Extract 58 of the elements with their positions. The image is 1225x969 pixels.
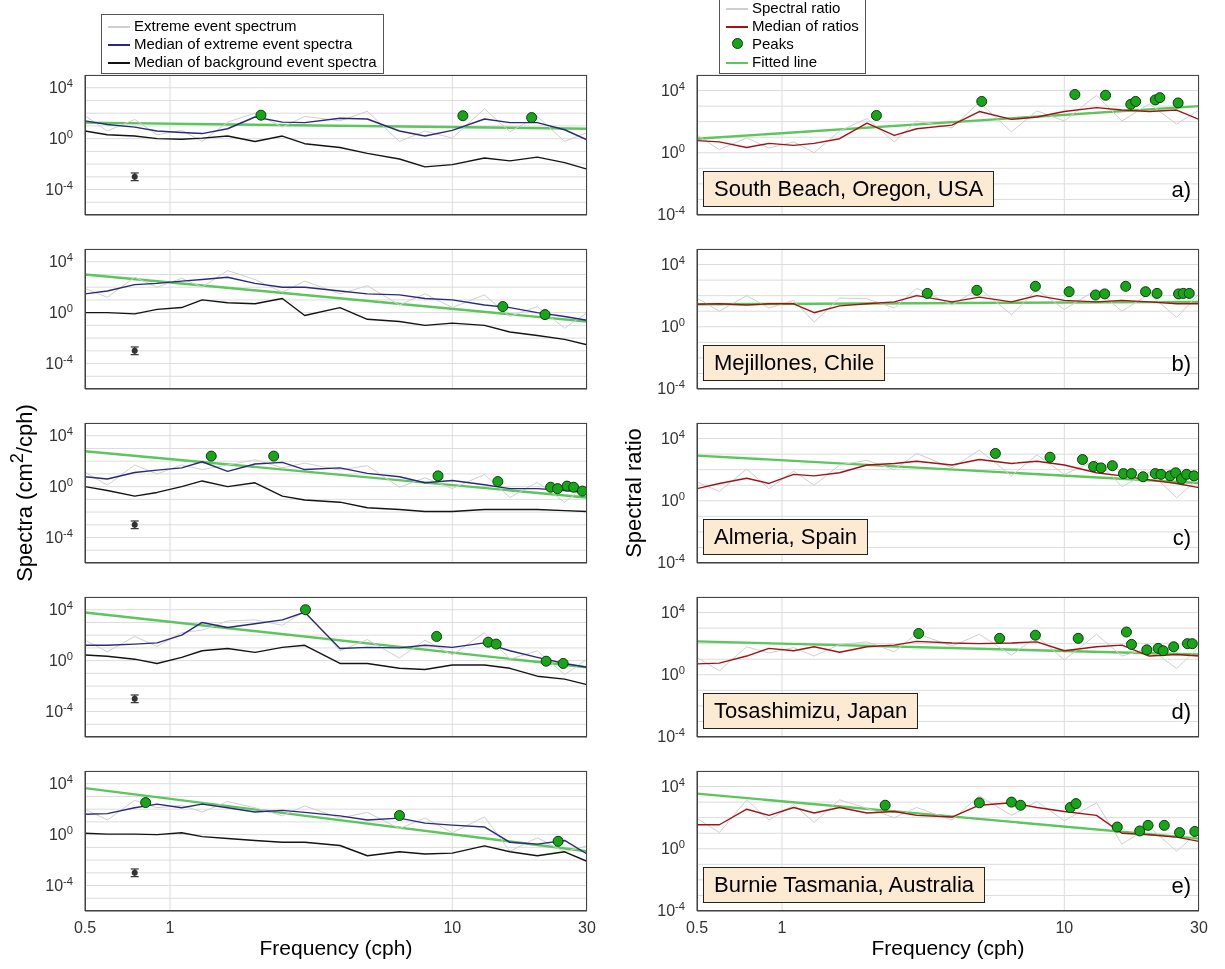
y-tick-label: 10$^{4}$ [48,772,73,792]
y-tick-label: 10$^{0}$ [660,315,685,335]
x-tick-label: 10 [1055,919,1074,936]
y-tick-label: 10$^{-4}$ [45,700,73,720]
annotation: Almeria, Spain [703,519,869,555]
x-axis-title: Frequency (cph) [870,936,1026,960]
annotation: b) [1171,351,1191,377]
y-tick-label: 10$^{-4}$ [45,526,73,546]
y-axis-title: Spectral ratio [621,428,647,558]
x-tick-label: 1 [165,919,175,936]
legend-label: Median of background event spectra [134,53,377,70]
legend-label: Extreme event spectrum [134,17,297,34]
y-tick-label: 10$^{-4}$ [45,874,73,894]
legend-label: Spectral ratio [752,0,841,16]
y-tick-label: 10$^{4}$ [660,601,685,621]
y-tick-label: 10$^{0}$ [48,649,73,669]
x-tick-label: 10 [443,919,462,936]
y-tick-label: 10$^{-4}$ [45,352,73,372]
y-tick-label: 10$^{4}$ [660,253,685,273]
y-tick-label: 10$^{0}$ [660,489,685,509]
annotation: Mejillones, Chile [703,345,886,381]
y-tick-label: 10$^{0}$ [48,475,73,495]
legend-label: Peaks [752,35,794,52]
annotation: e) [1171,873,1191,899]
legend-label: Median of extreme event spectra [134,35,353,52]
y-tick-label: 10$^{0}$ [660,837,685,857]
y-tick-label: 10$^{0}$ [660,141,685,161]
y-tick-label: 10$^{0}$ [48,301,73,321]
y-tick-label: 10$^{4}$ [660,775,685,795]
annotation: a) [1171,177,1191,203]
annotation: Tosashimizu, Japan [703,693,919,729]
x-tick-label: 0.5 [73,919,97,936]
annotation: South Beach, Oregon, USA [703,171,995,207]
y-tick-label: 10$^{-4}$ [657,726,685,745]
y-tick-label: 10$^{4}$ [48,598,73,618]
y-tick-label: 10$^{4}$ [48,250,73,270]
y-tick-label: 10$^{0}$ [48,823,73,843]
y-tick-label: 10$^{4}$ [660,79,685,99]
y-tick-label: 10$^{-4}$ [657,900,685,919]
annotation: d) [1171,699,1191,725]
y-tick-label: 10$^{-4}$ [45,178,73,198]
x-tick-label: 30 [578,919,596,936]
y-tick-label: 10$^{-4}$ [657,204,685,223]
x-tick-label: 1 [777,919,787,936]
x-axis-title: Frequency (cph) [258,936,414,960]
annotation: c) [1172,525,1191,551]
y-tick-label: 10$^{4}$ [48,76,73,96]
y-tick-label: 10$^{0}$ [660,663,685,683]
legend-label: Median of ratios [752,17,859,34]
annotation: Burnie Tasmania, Australia [703,867,986,903]
y-tick-label: 10$^{4}$ [660,427,685,447]
y-tick-label: 10$^{0}$ [48,127,73,147]
y-tick-label: 10$^{4}$ [48,424,73,444]
x-tick-label: 0.5 [685,919,709,936]
legend-label: Fitted line [752,53,818,70]
x-tick-label: 30 [1190,919,1208,936]
y-tick-label: 10$^{-4}$ [657,552,685,571]
y-tick-label: 10$^{-4}$ [657,378,685,397]
